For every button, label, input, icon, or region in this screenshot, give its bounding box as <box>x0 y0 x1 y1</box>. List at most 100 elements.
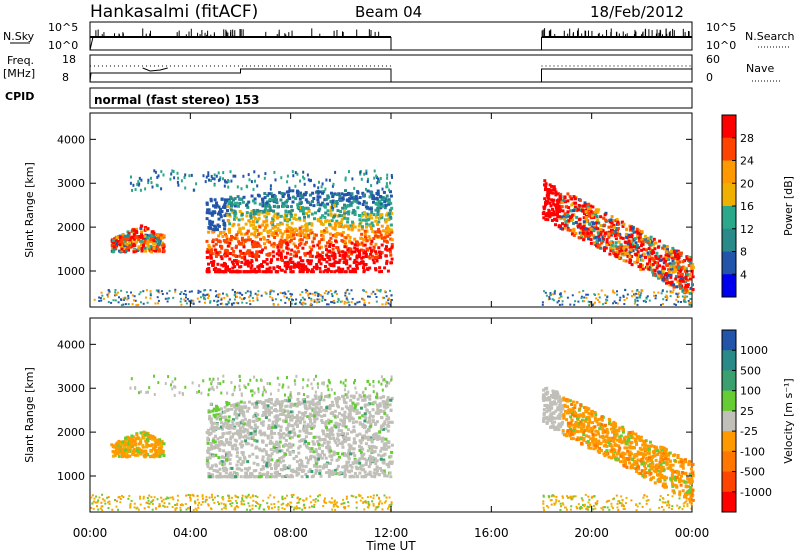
data-cell <box>235 472 239 476</box>
data-cell <box>279 214 283 218</box>
data-cell <box>320 414 324 418</box>
data-cell <box>157 440 161 444</box>
data-cell <box>684 280 688 284</box>
data-cell <box>284 209 288 213</box>
data-cell <box>134 453 137 457</box>
data-cell <box>637 228 641 232</box>
data-cell <box>322 231 326 235</box>
data-cell <box>368 414 372 418</box>
data-cell <box>294 244 298 248</box>
data-cell <box>254 412 258 415</box>
data-cell <box>383 400 387 404</box>
data-cell <box>219 213 223 217</box>
data-cell <box>287 225 291 229</box>
data-cell <box>271 297 274 300</box>
data-cell <box>691 283 694 287</box>
data-cell <box>314 405 318 409</box>
data-cell <box>249 216 253 220</box>
data-cell <box>288 218 292 222</box>
data-cell <box>222 171 225 175</box>
data-cell <box>349 193 353 197</box>
data-cell <box>358 432 362 436</box>
data-cell <box>126 298 129 301</box>
data-cell <box>311 270 315 274</box>
data-cell <box>583 296 586 299</box>
data-cell <box>276 257 280 261</box>
data-cell <box>260 250 263 254</box>
data-cell <box>250 264 254 268</box>
data-cell <box>240 256 244 260</box>
data-cell <box>220 210 224 213</box>
data-cell <box>134 437 138 441</box>
data-cell <box>335 467 339 471</box>
data-cell <box>289 270 293 274</box>
data-cell <box>295 419 298 423</box>
data-cell <box>276 245 280 249</box>
data-cell <box>639 244 643 248</box>
data-cell <box>112 248 116 252</box>
data-cell <box>218 472 222 476</box>
data-cell <box>220 297 223 300</box>
data-cell <box>375 459 379 463</box>
data-cell <box>272 209 275 213</box>
data-cell <box>147 181 150 185</box>
data-cell <box>219 207 222 211</box>
data-cell <box>210 179 213 182</box>
data-cell <box>304 302 307 305</box>
data-cell <box>225 426 229 429</box>
data-cell <box>260 263 263 266</box>
data-cell <box>136 182 139 186</box>
data-cell <box>185 293 187 296</box>
data-cell <box>602 247 606 251</box>
data-cell <box>595 215 599 219</box>
data-cell <box>285 198 289 202</box>
data-cell <box>638 291 641 294</box>
data-cell <box>184 173 187 177</box>
data-cell <box>688 303 691 306</box>
data-cell <box>217 217 221 221</box>
data-cell <box>594 208 598 212</box>
data-cell <box>137 235 141 238</box>
data-cell <box>263 242 266 246</box>
data-cell <box>380 439 384 443</box>
data-cell <box>364 252 368 256</box>
data-cell <box>161 241 165 245</box>
data-cell <box>344 189 347 193</box>
data-cell <box>389 298 392 301</box>
data-cell <box>223 203 227 207</box>
data-cell <box>112 241 116 245</box>
data-cell <box>547 211 551 215</box>
data-cell <box>313 299 316 301</box>
data-cell <box>227 268 231 271</box>
data-cell <box>361 191 365 195</box>
data-cell <box>600 241 604 245</box>
data-cell <box>159 441 163 444</box>
data-cell <box>292 457 296 461</box>
data-cell <box>360 453 364 457</box>
data-cell <box>386 440 390 444</box>
data-cell <box>258 250 262 254</box>
data-cell <box>315 265 319 269</box>
data-cell <box>559 295 562 298</box>
data-cell <box>231 418 235 422</box>
data-cell <box>226 204 229 208</box>
data-cell <box>117 301 120 304</box>
data-cell <box>180 297 183 300</box>
data-cell <box>290 235 294 239</box>
data-cell <box>368 394 372 398</box>
data-cell <box>384 219 388 223</box>
data-cell <box>366 218 370 222</box>
data-cell <box>325 426 328 430</box>
data-cell <box>569 216 572 220</box>
data-cell <box>279 255 283 259</box>
data-cell <box>133 237 136 241</box>
data-cell <box>115 236 119 239</box>
data-cell <box>152 447 156 451</box>
data-cell <box>666 296 669 299</box>
data-cell <box>603 234 606 238</box>
data-cell <box>149 297 152 300</box>
data-cell <box>240 187 243 191</box>
data-cell <box>263 433 267 437</box>
data-cell <box>126 230 130 234</box>
data-cell <box>558 297 561 300</box>
